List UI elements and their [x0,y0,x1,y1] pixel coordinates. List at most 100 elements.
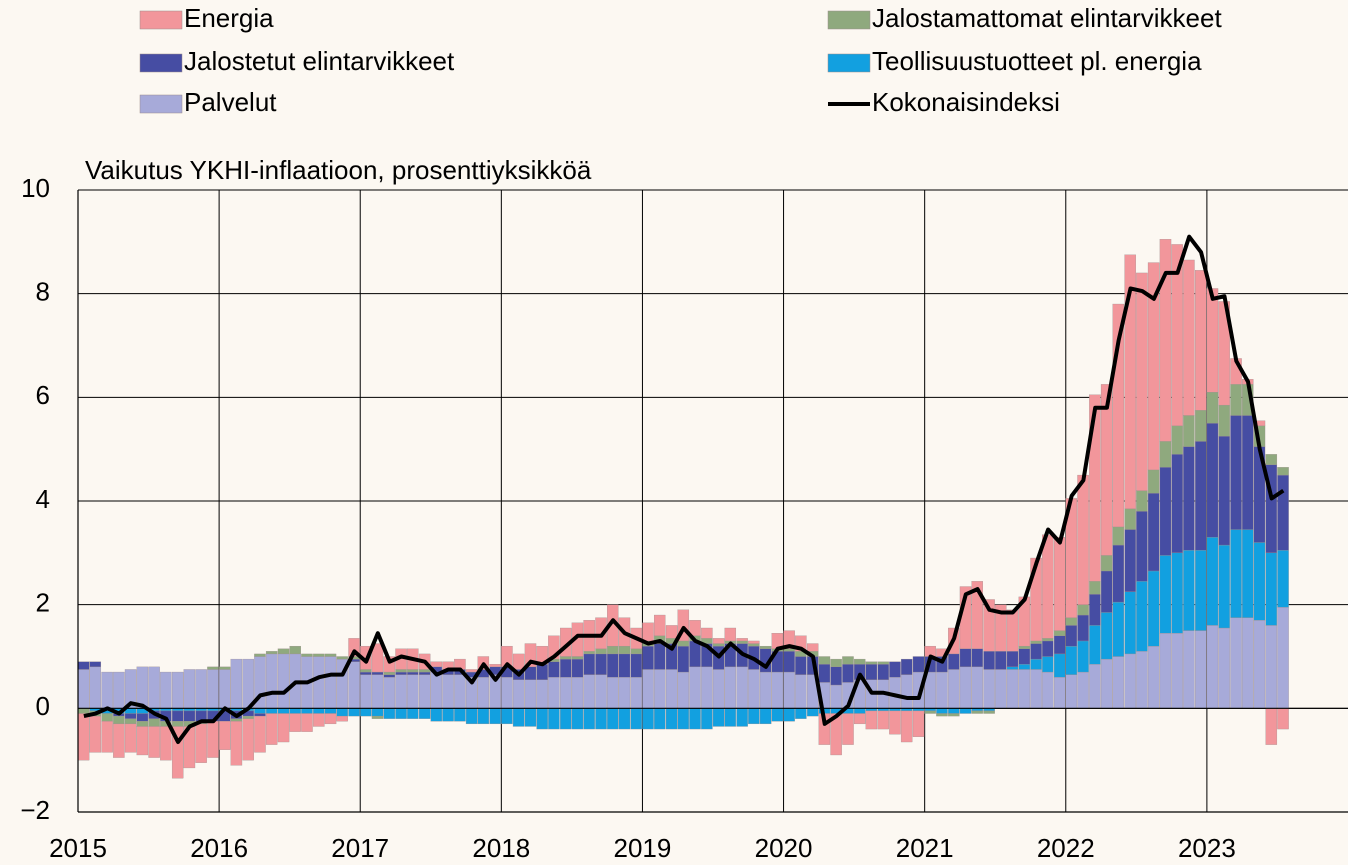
bar-segment [477,677,490,709]
bar-segment [77,713,90,761]
bar-segment [1265,625,1278,709]
bar-segment [665,708,678,730]
bar-segment [101,713,113,722]
bar-segment [677,671,690,709]
bar-segment [1242,529,1254,618]
bar-segment [1218,627,1230,709]
bar-segment [465,669,478,673]
legend-swatch [827,10,871,30]
bar-segment [454,674,466,709]
bar-segment [571,656,584,660]
bar-segment [1277,550,1289,608]
bar-segment [654,669,666,709]
bar-segment [289,645,301,655]
bar-segment [1018,669,1031,709]
bar-segment [654,614,666,636]
x-tick-label: 2018 [472,833,530,863]
bar-segment [1030,640,1042,644]
bar-segment [1136,272,1148,491]
bar-segment [277,708,290,714]
bar-segment [489,664,501,668]
bar-segment [830,713,842,756]
bar-segment [183,710,196,722]
bar-segment [560,677,572,709]
bar-segment [971,581,983,649]
bar-segment [77,661,90,670]
bar-segment [583,651,595,655]
bar-segment [1136,490,1148,512]
bar-segment [607,653,619,678]
bar-segment [395,708,407,719]
bar-segment [277,713,290,743]
legend-swatch [139,10,183,30]
bar-segment [771,708,784,722]
bar-segment [1018,648,1031,665]
bar-segment [371,643,384,673]
bar-segment [912,656,925,673]
bar-segment [324,713,337,725]
bar-segment [148,718,160,727]
bar-segment [536,708,548,730]
bar-segment [583,708,595,730]
bar-segment [89,666,102,709]
legend-label: Palvelut [184,87,277,117]
bar-segment [277,653,290,709]
bar-segment [959,648,972,668]
bar-segment [748,643,760,647]
bar-segment [383,708,396,719]
bar-segment [207,669,219,709]
bar-segment [395,674,407,709]
bar-segment [360,708,372,717]
bar-segment [524,708,537,727]
bar-segment [1136,511,1148,582]
bar-segment [795,674,807,709]
bar-segment [1195,270,1207,411]
bar-segment [783,648,795,652]
bar-segment [289,708,301,714]
bar-segment [677,609,690,642]
bar-segment [371,671,384,675]
bar-segment [654,643,666,670]
bar-segment [818,664,831,683]
bar-segment [712,643,725,647]
bar-segment [1159,633,1172,709]
bar-segment [512,653,525,670]
bar-segment [524,643,537,668]
bar-segment [124,718,137,725]
bar-segment [1124,508,1136,530]
bar-segment [1077,640,1089,673]
bar-segment [842,656,854,665]
bar-segment [642,669,654,709]
bar-segment [418,669,431,673]
bar-segment [77,708,90,714]
bar-segment [936,671,948,709]
bar-segment [783,630,795,649]
bar-segment [1183,415,1195,447]
bar-segment [348,708,360,717]
bar-segment [889,661,901,678]
bar-segment [1230,617,1242,709]
bar-segment [1195,630,1207,709]
bar-segment [1159,441,1172,468]
bar-segment [842,713,854,745]
bar-segment [418,671,431,675]
bar-segment [242,658,254,709]
bar-segment [948,708,960,714]
bar-segment [113,723,125,758]
bar-segment [548,677,560,709]
x-tick-label: 2017 [331,833,389,863]
bar-segment [254,653,266,657]
bar-segment [1100,555,1113,572]
bar-segment [1006,609,1019,652]
bar-segment [1159,239,1172,442]
y-tick-label: 2 [36,588,50,618]
bar-segment [701,627,713,639]
bar-segment [1077,604,1089,616]
bar-segment [230,658,243,709]
bar-segment [1124,591,1136,655]
bar-segment [1206,625,1219,709]
bar-segment [430,661,443,668]
bar-segment [313,713,325,727]
bar-segment [512,708,525,727]
bar-segment [1171,454,1183,553]
